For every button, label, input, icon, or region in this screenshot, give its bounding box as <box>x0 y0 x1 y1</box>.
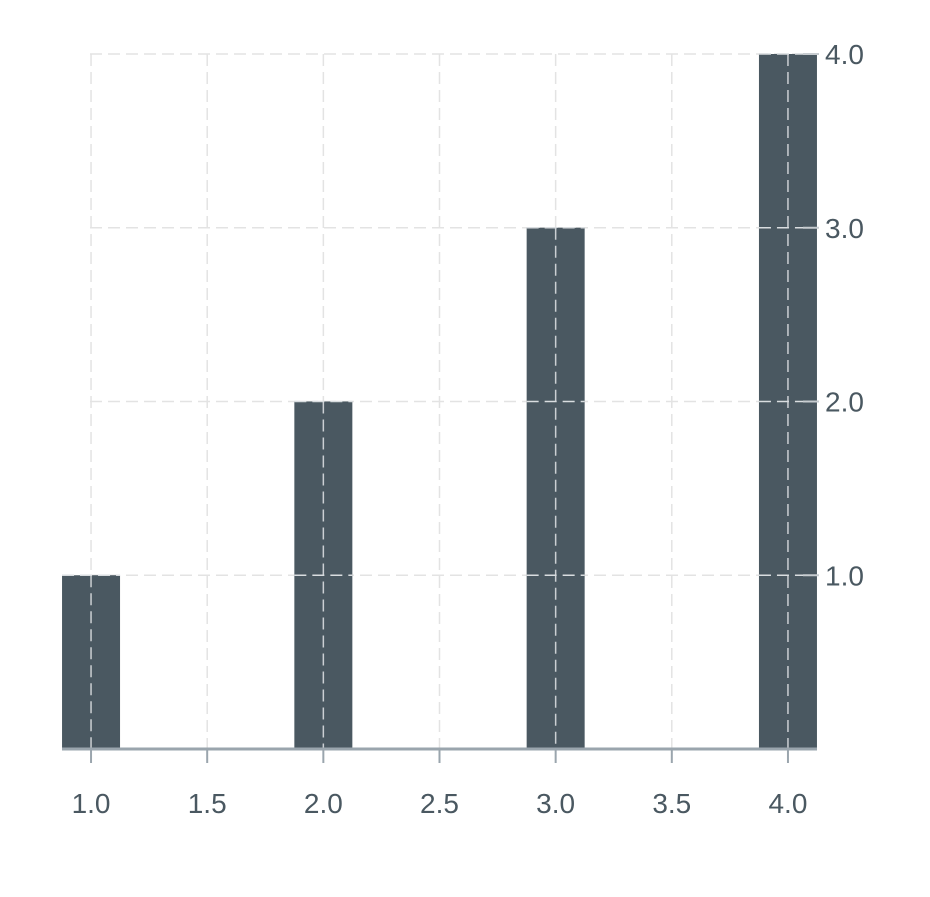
grid-overlay <box>62 53 817 749</box>
y-tick-label-0: 1.0 <box>825 560 864 591</box>
y-tick-label-3: 4.0 <box>825 39 864 70</box>
x-tick-label-2: 2.0 <box>304 788 343 819</box>
tick-labels: 1.0 1.5 2.0 2.5 3.0 3.5 4.0 1.0 2.0 3.0 4.0 <box>72 39 864 819</box>
y-tick-label-1: 2.0 <box>825 387 864 418</box>
x-tick-label-3: 2.5 <box>420 788 459 819</box>
y-tick-label-2: 3.0 <box>825 213 864 244</box>
x-tick-label-1: 1.5 <box>188 788 227 819</box>
axes <box>62 53 819 763</box>
x-tick-label-4: 3.0 <box>536 788 575 819</box>
x-tick-label-5: 3.5 <box>652 788 691 819</box>
x-tick-label-0: 1.0 <box>72 788 111 819</box>
x-tick-label-6: 4.0 <box>768 788 807 819</box>
